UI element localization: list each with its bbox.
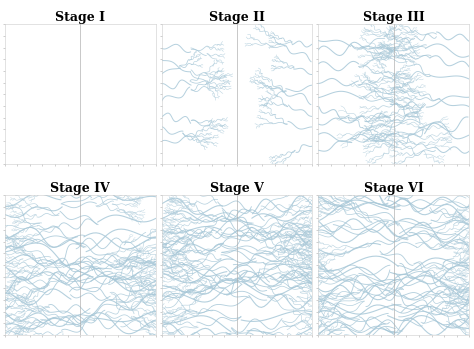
Title: Stage IV: Stage IV xyxy=(50,182,110,195)
Title: Stage V: Stage V xyxy=(210,182,264,195)
Title: Stage VI: Stage VI xyxy=(364,182,424,195)
Title: Stage II: Stage II xyxy=(209,12,265,24)
Title: Stage I: Stage I xyxy=(55,12,105,24)
Title: Stage III: Stage III xyxy=(363,12,425,24)
